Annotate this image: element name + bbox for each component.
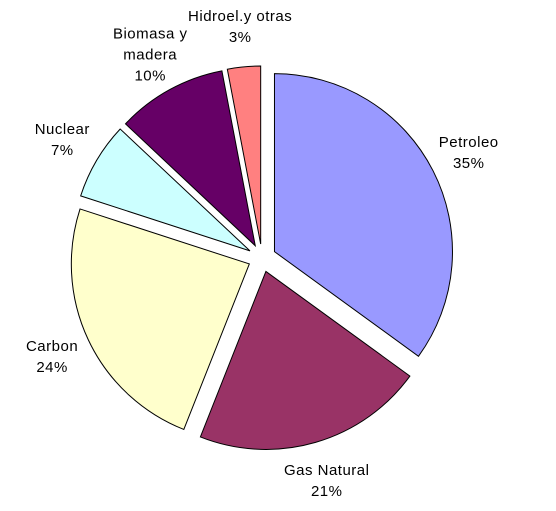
pie-slice: [124, 70, 257, 248]
category-label: Carbon: [25, 337, 79, 355]
slice-label: Carbon 24%: [0, 336, 107, 378]
slice-label: Petroleo 35%: [414, 132, 524, 174]
value-label: 10%: [134, 67, 166, 85]
category-label: Hidroel.y otras: [188, 8, 293, 26]
value-label: 7%: [50, 141, 74, 159]
value-label: 21%: [310, 482, 343, 500]
value-label: 3%: [228, 29, 252, 47]
category-label: Nuclear: [34, 120, 90, 138]
category-label: Gas Natural: [283, 461, 370, 479]
value-label: 35%: [452, 154, 485, 172]
slice-label: Nuclear 7%: [7, 119, 117, 161]
slice-label: Gas Natural 21%: [272, 460, 382, 502]
pie-slice: [70, 208, 250, 431]
pie-slice: [80, 128, 251, 252]
category-label: Petroleo: [438, 133, 499, 151]
slice-label: Hidroel.y otras 3%: [185, 6, 295, 48]
pie-slice: [273, 73, 453, 357]
category-label: Biomasa y madera: [112, 25, 188, 64]
pie-slice: [226, 65, 262, 245]
value-label: 24%: [36, 358, 68, 376]
slice-label: Biomasa y madera 10%: [95, 23, 205, 86]
pie-slice: [199, 270, 411, 450]
